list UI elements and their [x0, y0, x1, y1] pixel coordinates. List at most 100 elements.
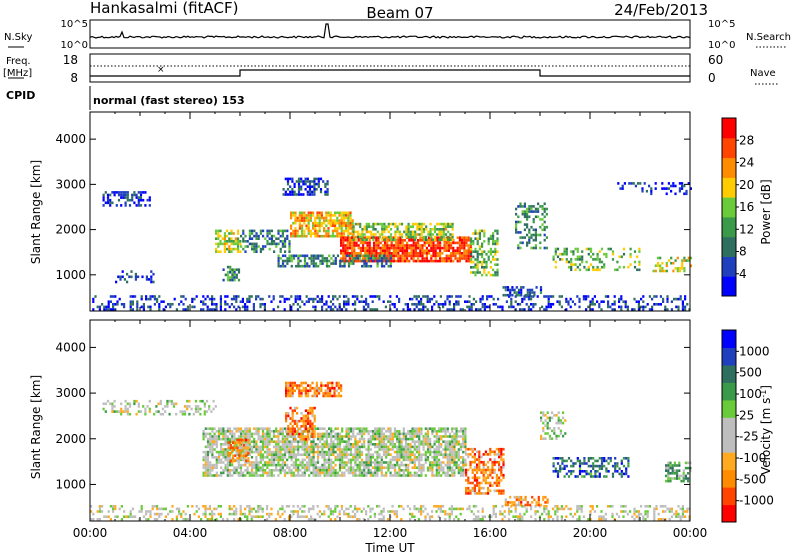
heatmap-cell	[240, 245, 243, 248]
heatmap-cell	[121, 275, 124, 279]
heatmap-cell	[259, 466, 262, 469]
heatmap-cell	[202, 466, 205, 469]
heatmap-cell	[444, 512, 447, 516]
heatmap-cell	[543, 308, 546, 311]
heatmap-cell	[156, 505, 159, 508]
heatmap-cell	[352, 230, 355, 234]
heatmap-cell	[436, 259, 439, 263]
heatmap-cell	[347, 234, 350, 238]
heatmap-cell	[358, 456, 361, 459]
heatmap-cell	[327, 305, 330, 309]
heatmap-cell	[255, 234, 258, 238]
heatmap-cell	[382, 437, 386, 441]
heatmap-cell	[510, 510, 513, 513]
heatmap-cell	[657, 303, 660, 306]
heatmap-cell	[382, 448, 386, 451]
heatmap-cell	[325, 474, 328, 477]
heatmap-cell	[437, 430, 441, 433]
heatmap-cell	[231, 435, 234, 438]
heatmap-cell	[437, 427, 441, 430]
heatmap-cell	[284, 237, 287, 240]
heatmap-cell	[398, 230, 401, 234]
heatmap-cell	[338, 461, 342, 464]
heatmap-cell	[264, 461, 267, 464]
heatmap-cell	[325, 229, 328, 233]
heatmap-cell	[128, 198, 132, 202]
heatmap-cell	[126, 280, 129, 284]
heatmap-cell	[226, 242, 229, 246]
heatmap-cell	[453, 453, 456, 456]
heatmap-cell	[365, 453, 368, 456]
heatmap-cell	[382, 510, 385, 513]
heatmap-cell	[128, 402, 132, 406]
heatmap-cell	[451, 458, 454, 462]
heatmap-cell	[330, 463, 333, 467]
heatmap-cell	[268, 430, 271, 433]
heatmap-cell	[457, 463, 460, 467]
heatmap-cell	[448, 432, 452, 436]
heatmap-cell	[299, 515, 302, 518]
heatmap-cell	[266, 443, 269, 446]
heatmap-cell	[306, 180, 309, 183]
heatmap-cell	[408, 252, 411, 255]
heatmap-cell	[455, 303, 458, 306]
heatmap-cell	[208, 512, 211, 516]
heatmap-cell	[114, 303, 117, 306]
heatmap-cell	[340, 221, 343, 225]
heatmap-cell	[268, 463, 271, 467]
heatmap-cell	[570, 250, 573, 253]
heatmap-cell	[528, 291, 532, 294]
heatmap-cell	[317, 264, 320, 268]
heatmap-cell	[325, 303, 328, 306]
heatmap-cell	[433, 443, 436, 446]
heatmap-cell	[250, 448, 254, 451]
heatmap-cell	[374, 228, 377, 231]
heatmap-cell	[211, 300, 214, 303]
heatmap-cell	[407, 456, 410, 459]
heatmap-cell	[343, 466, 346, 469]
heatmap-cell	[636, 255, 639, 259]
heatmap-cell	[414, 244, 417, 247]
heatmap-cell	[445, 246, 448, 250]
heatmap-cell	[220, 450, 223, 454]
heatmap-cell	[139, 410, 143, 413]
heatmap-cell	[461, 236, 464, 239]
heatmap-cell	[447, 238, 450, 241]
heatmap-cell	[389, 238, 393, 241]
heatmap-cell	[389, 458, 392, 462]
heatmap-cell	[242, 471, 245, 475]
heatmap-cell	[283, 427, 287, 430]
heatmap-cell	[666, 308, 669, 311]
heatmap-cell	[266, 432, 269, 436]
heatmap-cell	[217, 234, 220, 238]
heatmap-cell	[338, 456, 342, 459]
heatmap-cell	[334, 450, 337, 454]
heatmap-cell	[404, 303, 407, 306]
heatmap-cell	[532, 233, 535, 237]
heatmap-cell	[504, 286, 507, 289]
heatmap-cell	[362, 308, 365, 311]
heatmap-cell	[206, 474, 210, 477]
heatmap-cell	[171, 505, 174, 508]
heatmap-cell	[543, 246, 546, 250]
heatmap-cell	[576, 295, 579, 298]
heatmap-cell	[186, 305, 189, 309]
heatmap-cell	[366, 259, 369, 263]
heatmap-cell	[469, 249, 472, 252]
heatmap-cell	[344, 254, 347, 258]
heatmap-cell	[331, 214, 334, 217]
heatmap-cell	[107, 510, 110, 513]
heatmap-cell	[428, 300, 431, 303]
heatmap-cell	[263, 305, 266, 309]
heatmap-cell	[340, 216, 343, 220]
heatmap-cell	[417, 239, 420, 242]
heatmap-cell	[449, 222, 452, 226]
heatmap-cell	[281, 229, 284, 233]
heatmap-cell	[376, 437, 379, 441]
heatmap-cell	[292, 512, 295, 516]
heatmap-cell	[298, 234, 301, 238]
heatmap-cell	[430, 246, 433, 250]
heatmap-cell	[305, 463, 309, 467]
heatmap-cell	[235, 300, 238, 303]
heatmap-cell	[677, 305, 680, 309]
